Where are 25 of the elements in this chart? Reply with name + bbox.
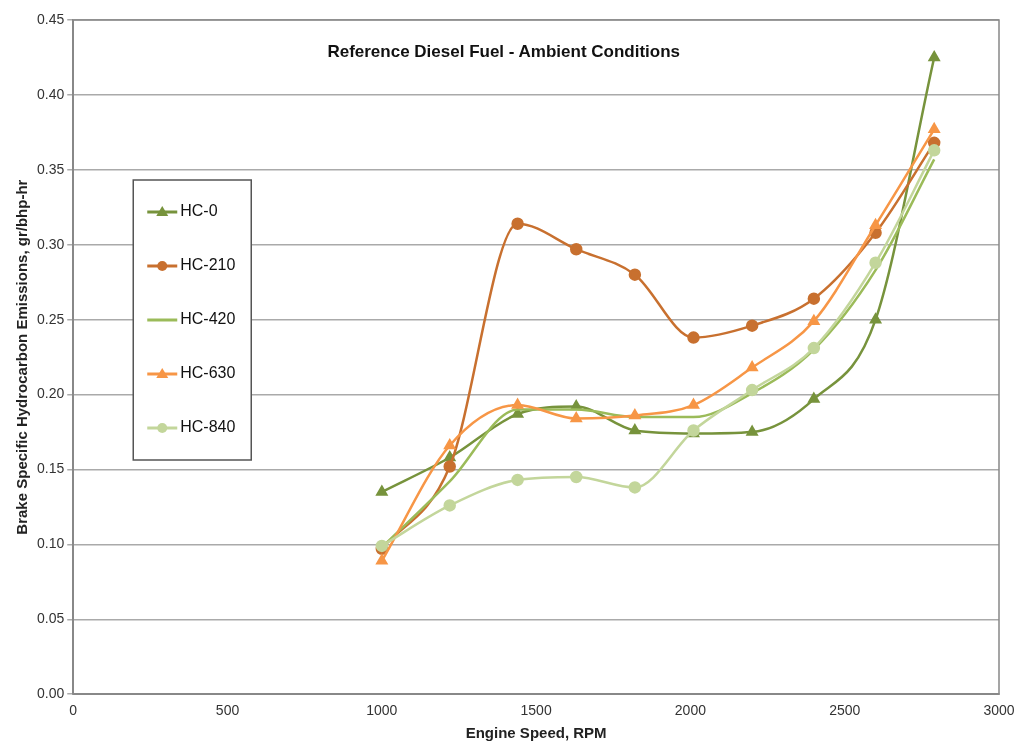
y-tick-label: 0.25: [37, 310, 65, 327]
y-tick-label: 0.40: [37, 85, 65, 102]
text: Reference Diesel Fuel - Ambient Conditions: [327, 41, 681, 61]
x-tick-label: 2000: [674, 702, 707, 719]
y-tick-label: 0.00: [37, 685, 65, 702]
x-tick-label: 2500: [829, 702, 861, 719]
y-tick-label: 0.15: [37, 460, 65, 477]
x-tick-label: 3000: [983, 702, 1015, 719]
legend-label: HC-0: [180, 202, 218, 220]
legend-label: HC-420: [180, 310, 236, 328]
legend-label: HC-630: [180, 364, 236, 382]
y-axis-title: Brake Specific Hydrocarbon Emissions, gr/bhp-hr: [13, 179, 31, 535]
y-tick-label: 0.20: [37, 385, 65, 402]
x-tick-label: 500: [215, 702, 240, 719]
x-tick-label: 0: [69, 702, 78, 719]
legend-label: HC-210: [180, 256, 236, 274]
legend-label: HC-840: [180, 418, 236, 436]
y-tick-label: 0.30: [37, 235, 65, 252]
y-tick-label: 0.35: [37, 160, 65, 177]
x-axis-title: Engine Speed, RPM: [465, 724, 607, 742]
x-tick-label: 1000: [366, 702, 398, 719]
y-tick-label: 0.05: [37, 610, 65, 627]
x-tick-label: 1500: [520, 702, 552, 719]
y-tick-label: 0.10: [37, 535, 65, 552]
y-tick-label: 0.45: [37, 10, 65, 27]
